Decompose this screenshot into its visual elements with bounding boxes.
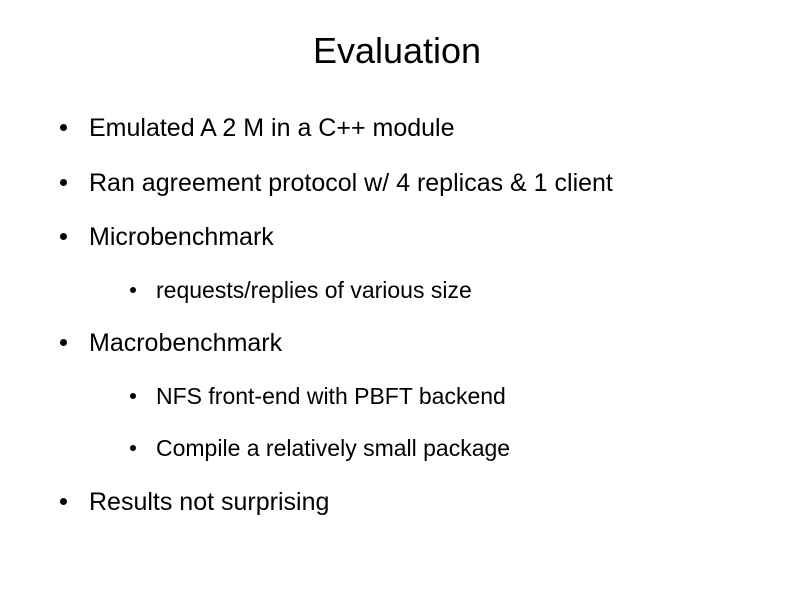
list-item: Macrobenchmark bbox=[40, 327, 754, 360]
bullet-text: Ran agreement protocol w/ 4 replicas & 1… bbox=[89, 167, 613, 200]
bullet-list: Emulated A 2 M in a C++ module Ran agree… bbox=[40, 112, 754, 518]
bullet-text: requests/replies of various size bbox=[156, 276, 472, 306]
list-item-sub: Compile a relatively small package bbox=[40, 434, 754, 464]
bullet-text: Emulated A 2 M in a C++ module bbox=[89, 112, 455, 145]
bullet-icon bbox=[60, 124, 67, 131]
list-item: Emulated A 2 M in a C++ module bbox=[40, 112, 754, 145]
list-item: Microbenchmark bbox=[40, 221, 754, 254]
bullet-text: NFS front-end with PBFT backend bbox=[156, 382, 506, 412]
list-item: Ran agreement protocol w/ 4 replicas & 1… bbox=[40, 167, 754, 200]
list-item: Results not surprising bbox=[40, 486, 754, 519]
bullet-text: Macrobenchmark bbox=[89, 327, 282, 360]
bullet-text: Compile a relatively small package bbox=[156, 434, 510, 464]
bullet-text: Results not surprising bbox=[89, 486, 329, 519]
bullet-icon bbox=[60, 179, 67, 186]
list-item-sub: NFS front-end with PBFT backend bbox=[40, 382, 754, 412]
list-item-sub: requests/replies of various size bbox=[40, 276, 754, 306]
slide-title: Evaluation bbox=[40, 30, 754, 72]
bullet-icon bbox=[60, 233, 67, 240]
bullet-icon bbox=[130, 287, 136, 293]
bullet-icon bbox=[130, 393, 136, 399]
bullet-icon bbox=[60, 498, 67, 505]
bullet-icon bbox=[130, 445, 136, 451]
bullet-icon bbox=[60, 339, 67, 346]
bullet-text: Microbenchmark bbox=[89, 221, 274, 254]
